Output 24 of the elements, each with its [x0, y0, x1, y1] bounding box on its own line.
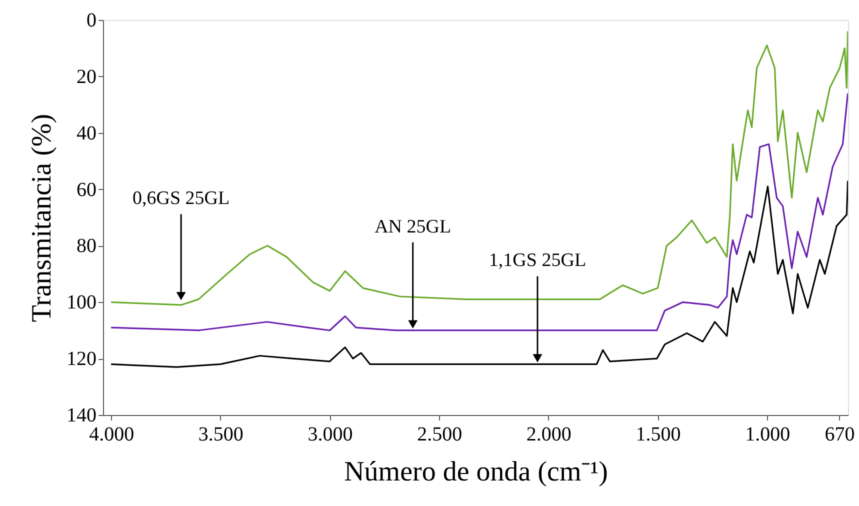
annotation: 0,6GS 25GL	[132, 188, 230, 210]
x-tick-label: 4.000	[89, 424, 134, 446]
y-tick-label: 140	[66, 404, 96, 426]
y-tick-label: 0	[86, 10, 96, 32]
y-tick-label: 100	[66, 292, 96, 314]
line-series	[110, 180, 848, 368]
line-series	[110, 30, 848, 306]
annotation: 1,1GS 25GL	[488, 250, 586, 272]
x-tick-label: 1.000	[745, 424, 790, 446]
line-series	[110, 92, 848, 332]
y-tick-label: 40	[76, 122, 96, 144]
y-tick-label: 20	[76, 66, 96, 88]
y-axis-title: Transmitancia (%)	[26, 114, 58, 322]
x-tick-label: 2.500	[417, 424, 462, 446]
x-tick-label: 1.500	[636, 424, 681, 446]
x-tick-label: 670	[824, 424, 855, 446]
x-axis-title: Número de onda (cm⁻¹)	[344, 456, 608, 488]
y-tick-label: 120	[66, 348, 96, 370]
x-tick-label: 3.500	[198, 424, 244, 446]
x-tick-label: 2.000	[526, 424, 572, 446]
y-tick-label: 80	[76, 235, 96, 258]
x-tick-label: 3.000	[308, 424, 353, 446]
annotation: AN 25GL	[374, 216, 452, 238]
y-tick-label: 60	[76, 178, 96, 201]
